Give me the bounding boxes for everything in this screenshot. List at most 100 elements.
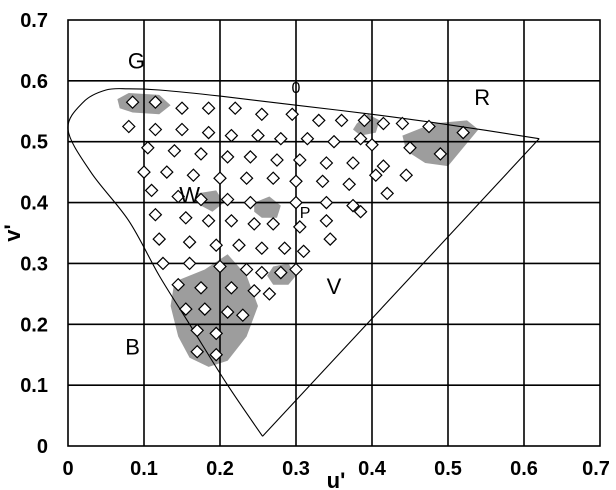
data-point bbox=[353, 131, 368, 146]
cluster-region-7 bbox=[170, 254, 258, 367]
x-tick-label: 0.4 bbox=[358, 458, 387, 480]
data-point bbox=[194, 280, 208, 295]
data-point bbox=[171, 277, 186, 292]
data-point bbox=[273, 265, 288, 280]
data-point bbox=[285, 107, 300, 122]
data-point bbox=[319, 156, 334, 170]
data-point bbox=[357, 113, 372, 128]
data-point bbox=[243, 195, 258, 210]
data-point bbox=[171, 189, 186, 204]
data-point bbox=[209, 238, 224, 253]
data-point bbox=[296, 244, 311, 259]
data-point bbox=[213, 259, 227, 274]
data-point bbox=[159, 165, 174, 179]
y-tick-label: 0.1 bbox=[20, 375, 48, 397]
data-point bbox=[175, 122, 189, 137]
data-point bbox=[273, 131, 288, 146]
annotation-label: 0 bbox=[292, 80, 301, 97]
data-point bbox=[251, 128, 265, 143]
y-tick-label: 0.7 bbox=[20, 10, 48, 32]
data-point bbox=[376, 116, 391, 131]
data-point bbox=[220, 192, 235, 207]
data-point bbox=[220, 150, 235, 164]
data-point bbox=[327, 134, 341, 149]
data-point bbox=[456, 125, 471, 140]
annotation-label: B bbox=[125, 335, 140, 360]
data-point bbox=[167, 143, 182, 158]
data-point bbox=[182, 235, 197, 249]
data-point bbox=[140, 140, 155, 155]
y-tick-label: 0.2 bbox=[20, 314, 48, 336]
data-point bbox=[342, 177, 357, 192]
y-tick-label: 0 bbox=[37, 436, 48, 458]
data-point bbox=[144, 183, 159, 198]
data-point bbox=[365, 137, 379, 152]
annotation-label: P bbox=[300, 205, 311, 222]
plot-frame bbox=[67, 19, 601, 447]
data-point bbox=[323, 232, 338, 246]
annotation-label: W bbox=[179, 183, 200, 208]
data-point bbox=[262, 287, 277, 301]
data-point bbox=[292, 153, 307, 167]
data-point bbox=[292, 220, 307, 234]
data-point bbox=[376, 159, 391, 173]
data-point bbox=[239, 171, 254, 186]
data-point bbox=[228, 101, 243, 116]
data-point bbox=[235, 308, 250, 323]
data-point bbox=[403, 140, 417, 155]
x-tick-label: 0.7 bbox=[582, 458, 610, 480]
gamut-layer bbox=[67, 88, 540, 437]
y-tick-label: 0.4 bbox=[20, 193, 49, 215]
data-point bbox=[125, 95, 140, 110]
data-point bbox=[315, 174, 330, 189]
data-point bbox=[224, 213, 239, 228]
x-tick-label: 0.2 bbox=[206, 458, 234, 480]
data-point bbox=[190, 344, 205, 359]
data-point bbox=[197, 302, 212, 316]
data-point bbox=[224, 128, 239, 143]
data-point bbox=[433, 147, 448, 161]
data-point bbox=[254, 265, 269, 280]
data-point bbox=[380, 186, 395, 201]
data-point bbox=[178, 210, 193, 225]
data-point bbox=[194, 147, 208, 161]
data-point bbox=[121, 119, 136, 134]
data-point bbox=[201, 101, 216, 116]
y-axis-label: v' bbox=[0, 224, 25, 241]
ticks-layer: 0 0.1 0.2 0.3 0.4 0.5 0.6 0.7 0 0.1 0.2 0.3 0.4 0.5 0.… bbox=[20, 10, 610, 480]
data-point bbox=[243, 150, 258, 164]
data-point bbox=[182, 256, 197, 271]
data-point bbox=[289, 262, 303, 277]
data-point bbox=[395, 116, 410, 131]
data-point bbox=[334, 113, 349, 128]
annotations-layer: G 0 R W P V B bbox=[125, 49, 490, 360]
spectral-locus bbox=[67, 88, 540, 437]
data-point bbox=[201, 213, 216, 228]
data-point bbox=[201, 125, 216, 140]
x-tick-label: 0.5 bbox=[434, 458, 462, 480]
data-point bbox=[186, 168, 201, 183]
data-point bbox=[220, 305, 235, 319]
data-point bbox=[247, 217, 262, 231]
data-point bbox=[266, 171, 281, 186]
x-tick-label: 0.1 bbox=[130, 458, 158, 480]
y-tick-label: 0.6 bbox=[20, 71, 48, 93]
data-point bbox=[178, 302, 193, 316]
data-point bbox=[224, 280, 239, 295]
data-point bbox=[254, 107, 269, 122]
data-point bbox=[422, 119, 436, 134]
data-point bbox=[209, 326, 224, 341]
x-tick-label: 0.6 bbox=[510, 458, 538, 480]
data-point bbox=[319, 213, 334, 228]
grid-layer bbox=[67, 19, 601, 447]
x-axis-label: u' bbox=[327, 468, 346, 490]
data-point bbox=[254, 241, 269, 256]
data-point bbox=[194, 192, 208, 207]
x-tick-label: 0 bbox=[62, 458, 73, 480]
data-point bbox=[232, 238, 246, 253]
data-point bbox=[175, 101, 189, 116]
data-point bbox=[368, 168, 383, 183]
data-point bbox=[300, 131, 315, 146]
x-tick-label: 0.3 bbox=[282, 458, 310, 480]
